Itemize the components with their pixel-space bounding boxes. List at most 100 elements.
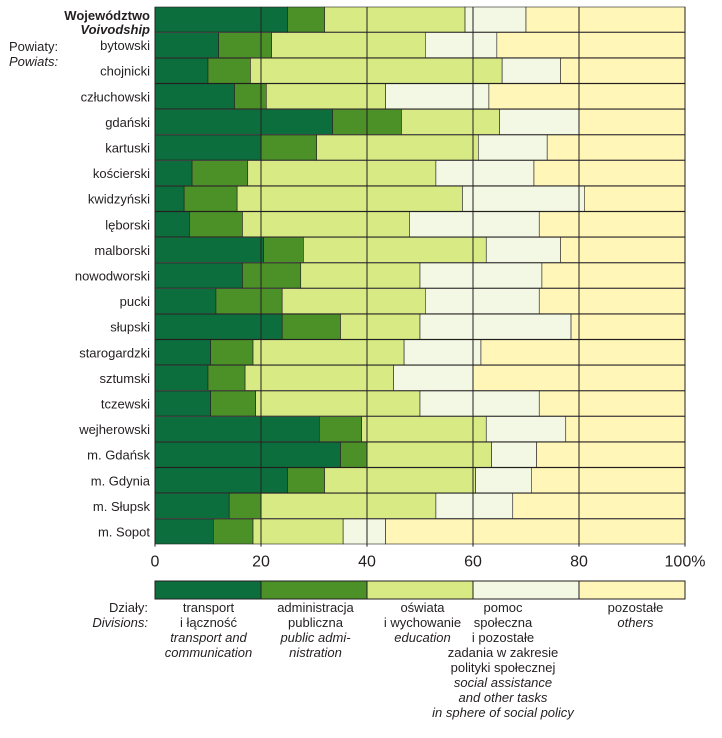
- category-label: sztumski: [99, 371, 150, 386]
- legend-item-social-assistance-en: social assistance and other tasks in sph…: [432, 675, 574, 720]
- bar-segment-malborski-s2: [303, 237, 487, 263]
- bar-segment-słupski-s1: [281, 313, 341, 340]
- bar-segment-tczewski-s1: [210, 390, 256, 417]
- legend-color-bar: [154, 580, 686, 600]
- legend-item-others-pl: pozostałe: [607, 600, 664, 615]
- bar-segment-m-słupsk-s1: [228, 493, 262, 519]
- category-label: gdański: [105, 115, 150, 130]
- bar-segment-starogardzki-s0: [154, 339, 211, 366]
- bar-segment-chojnicki-s1: [207, 57, 251, 84]
- bar-segment-województwo-s4: [525, 6, 686, 33]
- bar-segment-pucki-s0: [154, 288, 217, 314]
- legend-item-administration: administracja publiczna public admi- nis…: [262, 600, 369, 660]
- legend-item-education: oświata i wychowanie education: [369, 600, 476, 645]
- bar-segment-kościerski-s0: [154, 160, 193, 186]
- legend-item-administration-pl: administracja publiczna: [277, 600, 354, 630]
- category-label: m. Gdynia: [91, 473, 151, 488]
- bar-segment-lęborski-s3: [409, 211, 540, 238]
- bar-segment-m-gdynia-s1: [287, 467, 325, 494]
- x-tick-label: 40: [358, 554, 376, 571]
- x-tick-label: 80: [570, 554, 588, 571]
- bar-segment-m-gdynia-s2: [324, 467, 476, 494]
- gridlines: [154, 7, 686, 547]
- bar-segment-słupski-s0: [154, 313, 283, 340]
- bar-segment-tczewski-s4: [538, 390, 686, 417]
- bar-segment-kartuski-s0: [154, 134, 262, 161]
- bar-segment-m-słupsk-s2: [260, 493, 437, 519]
- bar-segment-m-gdańsk-s0: [154, 441, 341, 468]
- legend-item-others: pozostałe others: [582, 600, 689, 630]
- bar-segment-nowodworski-s4: [541, 262, 686, 289]
- category-label: starogardzki: [79, 345, 150, 360]
- category-label: słupski: [110, 320, 150, 335]
- bar-segment-sztumski-s1: [207, 365, 246, 391]
- bar-segment-kartuski-s4: [546, 134, 686, 161]
- bar-segment-kościerski-s1: [191, 160, 249, 186]
- bar-segment-malborski-s3: [485, 237, 561, 263]
- bar-segment-kościerski-s2: [247, 160, 437, 186]
- bar-segment-gdański-s3: [499, 109, 580, 135]
- bar-segment-bytowski-s0: [154, 32, 219, 58]
- bar-segment-kwidzyński-s3: [462, 185, 585, 212]
- category-label: chojnicki: [100, 64, 150, 79]
- bar-segment-starogardzki-s3: [403, 339, 482, 366]
- bar-segment-gdański-s4: [578, 109, 686, 135]
- bar-segment-lęborski-s0: [154, 211, 190, 238]
- bar-segment-sztumski-s2: [244, 365, 394, 391]
- bar-segment-województwo-s3: [464, 6, 527, 33]
- category-label: człuchowski: [81, 89, 150, 104]
- bar-segment-malborski-s0: [154, 237, 264, 263]
- legend-swatch: [472, 580, 580, 600]
- bar-segment-chojnicki-s4: [560, 57, 686, 84]
- bar-segment-bytowski-s1: [218, 32, 272, 58]
- bar-segment-m-gdańsk-s1: [340, 441, 368, 468]
- bar-segment-wejherowski-s0: [154, 416, 320, 442]
- bar-segment-m-gdańsk-s4: [536, 441, 686, 468]
- legend-swatch: [154, 580, 262, 600]
- bar-segment-słupski-s2: [340, 313, 421, 340]
- legend-item-education-pl: oświata i wychowanie: [383, 600, 462, 630]
- legend-item-social-assistance-pl: pomoc społeczna i pozostałe zadania w za…: [447, 600, 559, 675]
- legend-swatch: [578, 580, 686, 600]
- x-tick-label: 60: [464, 554, 482, 571]
- bar-segment-tczewski-s3: [419, 390, 540, 417]
- category-label: kwidzyński: [88, 192, 150, 207]
- bar-segment-wejherowski-s2: [361, 416, 487, 442]
- bar-segment-gdański-s0: [154, 109, 333, 135]
- bar-segment-pucki-s3: [424, 288, 540, 314]
- header-powiats-en: Powiats:: [9, 54, 59, 69]
- bar-segment-m-sopot-s4: [385, 518, 686, 545]
- bar-segment-bytowski-s4: [496, 32, 686, 58]
- legend-title-pl: Działy:: [108, 600, 148, 615]
- bar-segment-gdański-s2: [401, 109, 500, 135]
- x-tick-label: 20: [252, 554, 270, 571]
- bar-segment-lęborski-s2: [242, 211, 410, 238]
- bar-segment-kartuski-s3: [477, 134, 548, 161]
- bar-segment-m-sopot-s3: [342, 518, 386, 545]
- legend-title-en: Divisions:: [92, 615, 148, 630]
- bar-segment-słupski-s4: [570, 313, 686, 340]
- legend-item-transport-pl: transport i łączność: [179, 600, 238, 630]
- legend-item-others-en: others: [617, 615, 654, 630]
- category-label: m. Gdańsk: [87, 448, 150, 463]
- bar-segment-kwidzyński-s0: [154, 185, 185, 212]
- category-label: m. Słupsk: [93, 499, 151, 514]
- bar-segment-tczewski-s0: [154, 390, 211, 417]
- category-label: lęborski: [105, 217, 150, 232]
- bar-segment-człuchowski-s1: [234, 83, 267, 110]
- stacked-bar-chart: bytowski chojnicki człuchowski gdański kartu…: [9, 6, 705, 571]
- bar-segment-kwidzyński-s2: [236, 185, 463, 212]
- category-label: nowodworski: [75, 269, 150, 284]
- bar-segment-m-gdynia-s4: [530, 467, 686, 494]
- bar-segment-m-słupsk-s4: [512, 493, 686, 519]
- bar-segment-kościerski-s3: [435, 160, 535, 186]
- bar-segment-słupski-s3: [419, 313, 572, 340]
- bar-segment-nowodworski-s0: [154, 262, 243, 289]
- header-powiats-pl: Powiaty:: [9, 39, 58, 54]
- bar-segment-pucki-s1: [215, 288, 283, 314]
- category-label: pucki: [120, 294, 150, 309]
- category-label: tczewski: [101, 397, 150, 412]
- category-label: kościerski: [93, 166, 150, 181]
- bar-segment-m-słupsk-s3: [435, 493, 514, 519]
- legend-item-transport: transport i łączność transport and commu…: [155, 600, 262, 660]
